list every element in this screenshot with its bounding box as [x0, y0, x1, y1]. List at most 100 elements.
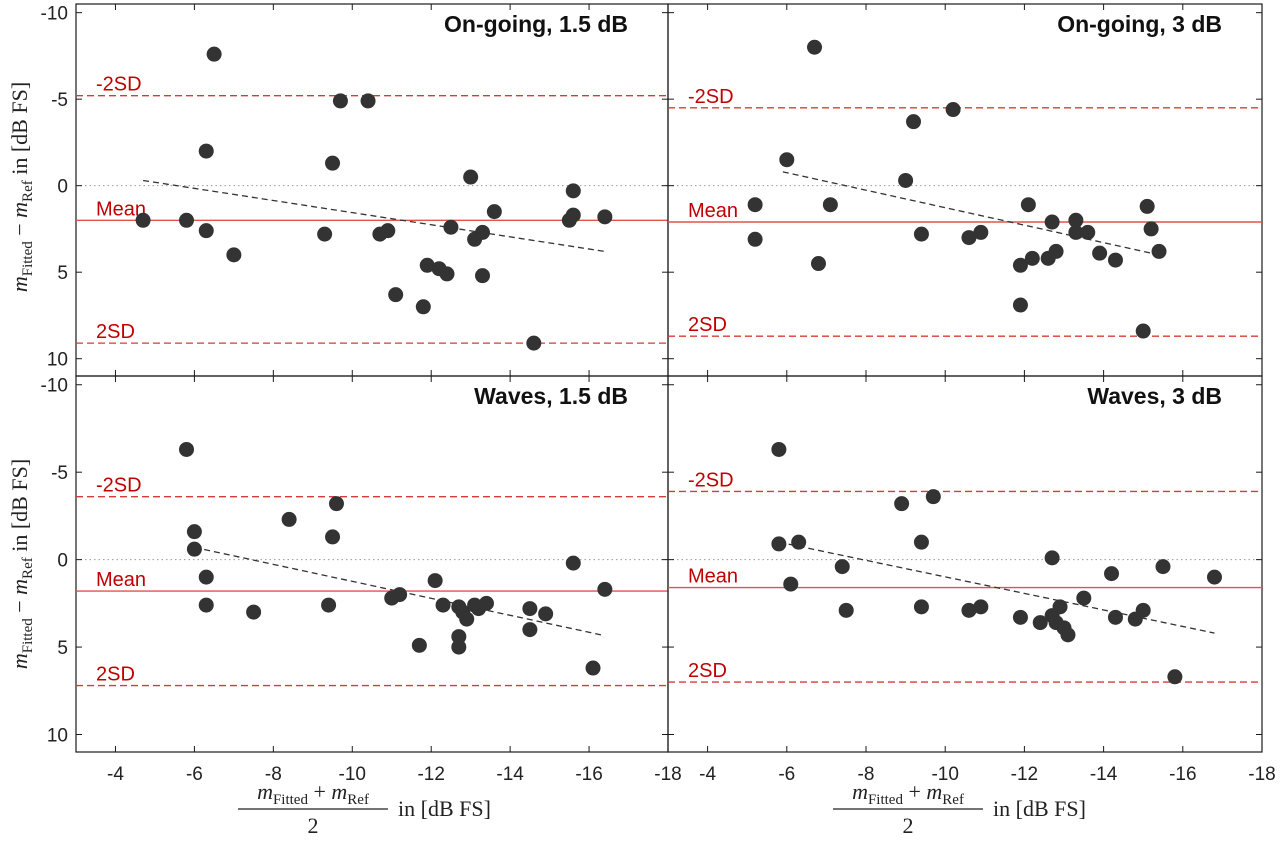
data-point [565, 555, 581, 571]
svg-text:mFitted + mRef: mFitted + mRef [852, 779, 964, 808]
data-point [281, 511, 297, 527]
data-point [439, 266, 455, 282]
data-point [451, 629, 467, 645]
data-point [906, 114, 922, 130]
x-tick-label: -8 [265, 764, 282, 785]
svg-text:2: 2 [308, 813, 319, 838]
data-point [179, 212, 195, 228]
data-point [388, 287, 404, 303]
data-point [1167, 669, 1183, 685]
x-tick-label: -18 [1248, 764, 1275, 785]
lower-2sd-label: 2SD [688, 660, 727, 682]
data-point [522, 622, 538, 638]
data-point [332, 93, 348, 109]
data-point [1032, 615, 1048, 631]
data-point [206, 46, 222, 62]
x-tick-label: -6 [778, 764, 795, 785]
upper-2sd-label: -2SD [96, 74, 142, 96]
x-axis-label-right: mFitted + mRef 2 in [dB FS] [833, 779, 1086, 838]
data-point [538, 606, 554, 622]
data-point [463, 169, 479, 185]
data-point [1143, 221, 1159, 237]
data-point [822, 197, 838, 213]
upper-2sd-label: -2SD [688, 469, 734, 491]
data-point [945, 102, 961, 118]
data-point [427, 573, 443, 589]
upper-2sd-label: -2SD [96, 475, 142, 497]
x-tick-label: -12 [1011, 764, 1038, 785]
data-point [894, 496, 910, 512]
x-tick-label: -10 [339, 764, 366, 785]
data-point [838, 602, 854, 618]
data-point [451, 639, 467, 655]
data-point [597, 209, 613, 225]
data-point [747, 231, 763, 247]
y-tick-label: -5 [51, 463, 68, 484]
data-point [791, 534, 807, 550]
data-point [411, 637, 427, 653]
data-point [328, 496, 344, 512]
panel-title: Waves, 3 dB [1087, 383, 1222, 409]
x-tick-label: -14 [1090, 764, 1118, 785]
data-point [1012, 609, 1028, 625]
data-point [597, 581, 613, 597]
data-point [246, 604, 262, 620]
data-point [1104, 566, 1120, 582]
data-point [807, 39, 823, 55]
data-point [1024, 250, 1040, 266]
data-point [325, 155, 341, 171]
mean-label: Mean [96, 569, 146, 591]
data-point [526, 335, 542, 351]
y-tick-label: 0 [57, 177, 68, 198]
data-point [747, 197, 763, 213]
data-point [486, 204, 502, 220]
panel-4: -2SD Mean 2SD -4 -6 -8 -10 -12 -14 -16 -18 Waves, 3… [667, 375, 1276, 785]
svg-text:mFitted − mRef in [dB FS]: mFitted − mRef in [dB FS] [7, 459, 36, 669]
y-tick-label: -10 [41, 4, 68, 25]
data-point [961, 230, 977, 246]
x-tick-label: -16 [1169, 764, 1196, 785]
panel-title: On-going, 1.5 dB [444, 11, 628, 37]
panel-title: Waves, 1.5 dB [474, 383, 628, 409]
data-point [1012, 257, 1028, 273]
data-point [1052, 599, 1068, 615]
x-axis-label-left: mFitted + mRef 2 in [dB FS] [238, 779, 491, 838]
data-point [565, 183, 581, 199]
data-point [186, 524, 202, 540]
data-point [198, 143, 214, 159]
data-point [435, 597, 451, 613]
data-point [1107, 252, 1123, 268]
y-axis-label-top: mFitted − mRef in [dB FS] [7, 82, 36, 292]
data-point [771, 536, 787, 552]
y-tick-label: 10 [47, 350, 68, 371]
data-point [1044, 550, 1060, 566]
mean-label: Mean [688, 200, 738, 222]
y-tick-label: 10 [47, 726, 68, 747]
data-point [186, 541, 202, 557]
data-point [360, 93, 376, 109]
data-point [321, 597, 337, 613]
data-point [226, 247, 242, 263]
x-tick-label: -4 [699, 764, 716, 785]
plot-frame [667, 375, 1263, 753]
data-point [419, 257, 435, 273]
panel-3: -2SD Mean 2SD -10 -5 0 5 10 -4 -6 -8 -10 -12 -14 -16 -1… [41, 375, 682, 785]
data-point [475, 224, 491, 240]
data-point [317, 226, 333, 242]
data-point [1060, 627, 1076, 643]
data-point [1068, 212, 1084, 228]
data-point [898, 172, 914, 188]
data-point [459, 611, 475, 627]
svg-text:mFitted + mRef: mFitted + mRef [257, 779, 369, 808]
y-tick-label: -5 [51, 90, 68, 111]
y-tick-label: -10 [41, 376, 68, 397]
lower-2sd-label: 2SD [96, 664, 135, 686]
y-tick-label: 0 [57, 551, 68, 572]
data-point [1139, 198, 1155, 214]
svg-text:2: 2 [903, 813, 914, 838]
data-point [1092, 245, 1108, 261]
x-tick-label: -14 [496, 764, 524, 785]
data-point [834, 559, 850, 575]
x-tick-label: -16 [575, 764, 602, 785]
